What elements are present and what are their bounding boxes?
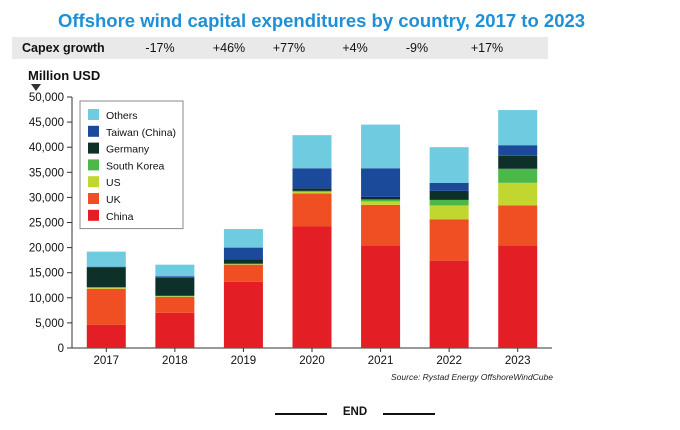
bar-segment-germany bbox=[155, 277, 195, 296]
bar-segment-uk bbox=[155, 296, 195, 313]
bar-segment-us bbox=[292, 191, 332, 194]
y-tick-label: 0 bbox=[58, 343, 64, 355]
bar-segment-uk bbox=[86, 288, 126, 325]
legend-label: South Korea bbox=[106, 160, 165, 172]
bar-segment-south-korea bbox=[498, 168, 538, 183]
x-tick-label: 2023 bbox=[505, 355, 531, 367]
legend-swatch bbox=[88, 159, 99, 171]
bar-segment-south-korea bbox=[155, 295, 195, 297]
x-tick-label: 2019 bbox=[231, 355, 257, 367]
y-tick-label: 40,000 bbox=[29, 142, 64, 154]
bar-segment-south-korea bbox=[361, 199, 401, 202]
x-tick-label: 2017 bbox=[93, 355, 119, 367]
bar-segment-taiwan-china bbox=[86, 266, 126, 268]
y-tick-label: 50,000 bbox=[29, 92, 64, 104]
capex-growth-value: -9% bbox=[405, 41, 429, 55]
bar-segment-germany bbox=[498, 155, 538, 169]
bar-segment-uk bbox=[223, 264, 263, 282]
end-marker: END bbox=[275, 405, 435, 421]
bar-segment-germany bbox=[86, 267, 126, 288]
y-tick-label: 10,000 bbox=[29, 293, 64, 305]
legend-swatch bbox=[88, 193, 99, 204]
legend-label: Others bbox=[106, 110, 138, 122]
bar-segment-taiwan-china bbox=[429, 182, 469, 191]
x-tick-label: 2020 bbox=[299, 355, 325, 367]
bar-segment-china bbox=[292, 226, 332, 348]
bar-segment-others bbox=[223, 229, 263, 248]
bar-segment-uk bbox=[361, 204, 401, 246]
bar-segment-china bbox=[498, 245, 538, 348]
source-note: Source: Rystad Energy OffshoreWindCube bbox=[391, 372, 553, 382]
bar-segment-us bbox=[361, 201, 401, 205]
bar-segment-germany bbox=[292, 188, 332, 191]
y-tick-label: 45,000 bbox=[29, 117, 64, 129]
capex-growth-band bbox=[12, 37, 548, 59]
end-rule-right bbox=[383, 413, 435, 415]
bar-segment-taiwan-china bbox=[361, 168, 401, 197]
chart-title: Offshore wind capital expenditures by co… bbox=[58, 10, 586, 31]
bar-segment-south-korea bbox=[429, 199, 469, 206]
capex-growth-value: -17% bbox=[145, 41, 175, 55]
bar-segment-others bbox=[429, 147, 469, 183]
bar-segment-china bbox=[86, 324, 126, 348]
bar-segment-china bbox=[223, 281, 263, 348]
caret-down-icon bbox=[31, 84, 41, 91]
bar-segment-taiwan-china bbox=[223, 247, 263, 260]
bar-segment-taiwan-china bbox=[155, 276, 195, 278]
x-tick-label: 2022 bbox=[436, 355, 462, 367]
bar-segment-taiwan-china bbox=[498, 145, 538, 156]
end-label: END bbox=[342, 406, 368, 418]
bar-segment-others bbox=[86, 251, 126, 267]
y-tick-label: 30,000 bbox=[29, 192, 64, 204]
legend-label: UK bbox=[106, 194, 121, 206]
bar-segment-uk bbox=[429, 219, 469, 261]
legend-swatch bbox=[88, 209, 99, 221]
legend-label: China bbox=[106, 211, 134, 223]
y-axis-unit-label: Million USD bbox=[28, 68, 101, 83]
y-tick-label: 20,000 bbox=[29, 243, 64, 255]
legend-label: Germany bbox=[106, 144, 150, 156]
bar-segment-taiwan-china bbox=[292, 168, 332, 189]
x-tick-label: 2021 bbox=[368, 355, 394, 367]
bar-segment-south-korea bbox=[292, 190, 332, 192]
y-tick-label: 25,000 bbox=[29, 218, 64, 230]
bar-segment-others bbox=[155, 264, 195, 277]
capex-growth-label: Capex growth bbox=[22, 41, 105, 55]
bar-segment-germany bbox=[429, 190, 469, 200]
bar-segment-china bbox=[155, 312, 195, 348]
legend-swatch bbox=[88, 125, 99, 137]
y-tick-label: 15,000 bbox=[29, 268, 64, 280]
bar-segment-south-korea bbox=[86, 287, 126, 288]
bar-segment-china bbox=[429, 260, 469, 348]
end-rule-left bbox=[275, 413, 327, 415]
bar-segment-uk bbox=[292, 193, 332, 227]
capex-growth-value: +4% bbox=[342, 41, 368, 55]
legend-label: US bbox=[106, 177, 121, 189]
legend-label: Taiwan (China) bbox=[106, 127, 176, 139]
bar-segment-us bbox=[223, 264, 263, 265]
capex-growth-value: +46% bbox=[212, 41, 246, 55]
y-tick-label: 35,000 bbox=[29, 167, 64, 179]
bar-segment-us bbox=[498, 182, 538, 206]
bar-segment-china bbox=[361, 245, 401, 348]
capex-growth-value: +77% bbox=[272, 41, 306, 55]
x-tick-label: 2018 bbox=[162, 355, 188, 367]
legend-swatch bbox=[88, 142, 99, 154]
legend-swatch bbox=[88, 109, 99, 120]
bar-segment-south-korea bbox=[223, 263, 263, 265]
bar-segment-germany bbox=[223, 259, 263, 264]
bar-segment-others bbox=[361, 124, 401, 169]
bar-segment-us bbox=[155, 296, 195, 297]
bar-segment-others bbox=[292, 135, 332, 169]
bar-segment-us bbox=[429, 205, 469, 220]
y-tick-label: 5,000 bbox=[35, 318, 64, 330]
capex-growth-value: +17% bbox=[470, 41, 504, 55]
legend-swatch bbox=[88, 176, 99, 188]
bar-segment-germany bbox=[361, 196, 401, 200]
bar-segment-uk bbox=[498, 205, 538, 246]
bar-segment-us bbox=[86, 287, 126, 289]
bar-segment-others bbox=[498, 110, 538, 146]
